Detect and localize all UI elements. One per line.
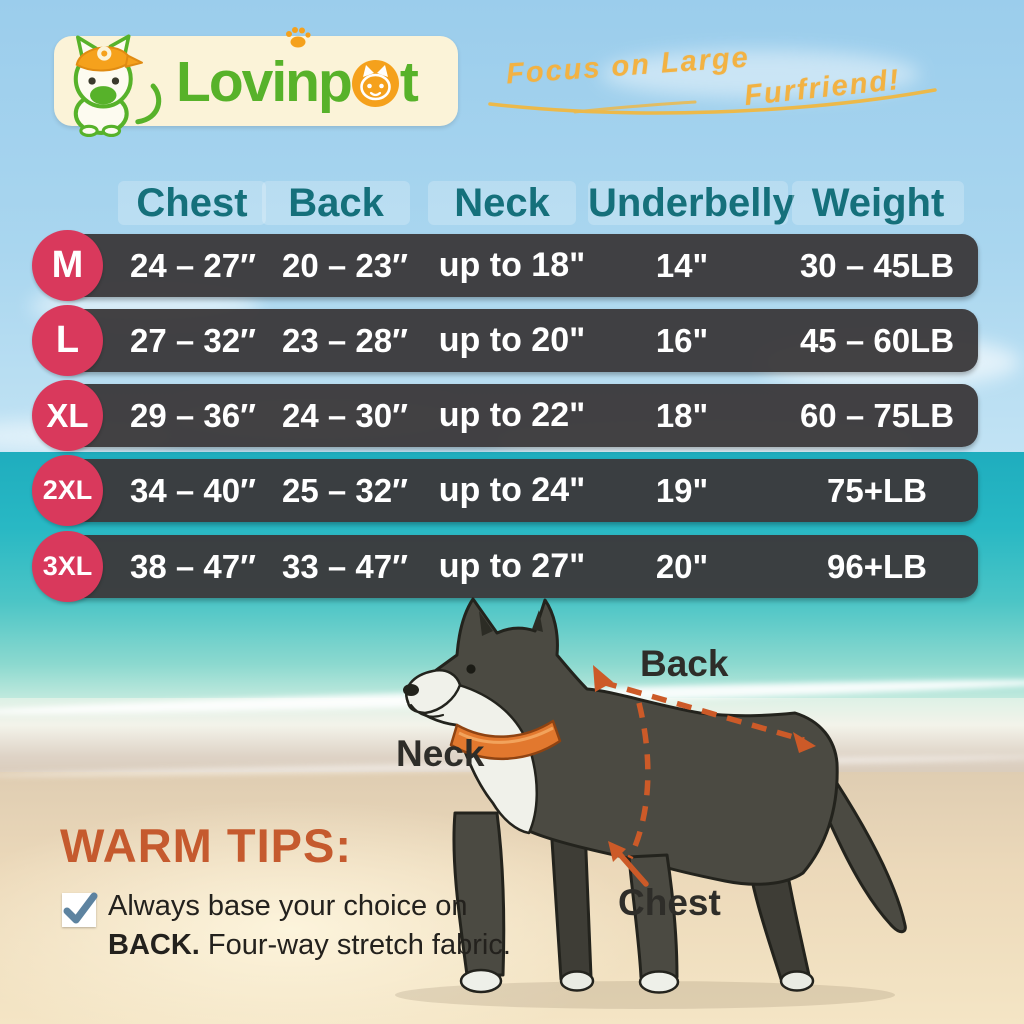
cell-underbelly: 20" [655,548,709,585]
cell-weight: 96+LB [827,548,927,585]
slogan-underline [488,88,937,115]
cell-weight: 75+LB [827,472,927,509]
cell-chest: 27 – 32″ [130,322,256,359]
cell-chest: 24 – 27″ [130,247,256,284]
size-badge: XL [32,380,103,451]
cell-underbelly: 14" [655,247,709,284]
table-row: M 24 – 27″ 20 – 23″ up to 18" 14" 30 – 4… [32,230,978,301]
cell-chest: 29 – 36″ [130,397,256,434]
cell-chest: 34 – 40″ [130,472,256,509]
warm-tips-heading: WARM TIPS: [60,819,352,872]
cell-neck: up to 22" [438,396,586,434]
column-header-neck: Neck [428,181,576,225]
warm-tips-line2: BACK. Four-way stretch fabric. [108,929,511,962]
cell-weight: 30 – 45LB [799,247,955,284]
size-badge: L [32,305,103,376]
column-header-underbelly: Underbelly [588,181,795,225]
size-badge: 2XL [32,455,103,526]
paw-print-icon [286,27,311,48]
cell-back: 23 – 28″ [282,322,408,359]
size-badge: M [32,230,103,301]
size-badge: 3XL [32,531,103,602]
cell-underbelly: 19" [655,472,709,509]
cell-back: 24 – 30″ [282,397,408,434]
cell-chest: 38 – 47″ [130,548,256,585]
warm-tips-line2-rest: Four-way stretch fabric. [199,929,511,961]
table-row: 3XL 38 – 47″ 33 – 47″ up to 27" 20" 96+L… [32,531,978,602]
cell-back: 25 – 32″ [282,472,408,509]
sand-highlight [0,800,640,1024]
cat-mascot-icon [73,34,162,137]
brand-logo-panel: Lovinp t [54,27,458,137]
cell-underbelly: 16" [655,322,709,359]
cell-neck: up to 27" [438,547,586,585]
table-row: L 27 – 32″ 23 – 28″ up to 20" 16" 45 – 6… [32,305,978,376]
checkbox-checkmark-icon [62,892,98,927]
cell-back: 20 – 23″ [282,247,408,284]
cell-weight: 60 – 75LB [799,397,955,434]
table-row: XL 29 – 36″ 24 – 30″ up to 22" 18" 60 – … [32,380,978,451]
cell-underbelly: 18" [655,397,709,434]
brand-name-prefix: Lovinp [176,50,353,114]
brand-logo-text: Lovinp t [176,36,419,126]
warm-tips-line2-bold: BACK. [108,929,200,961]
table-row: 2XL 34 – 40″ 25 – 32″ up to 24" 19" 75+L… [32,455,978,526]
neck-measure-label: Neck [396,733,485,774]
cloud-icon [600,50,920,98]
column-header-weight: Weight [792,181,964,225]
brand-name-suffix: t [399,50,419,114]
cell-neck: up to 20" [438,321,586,359]
cell-weight: 45 – 60LB [799,322,955,359]
cell-neck: up to 18" [438,246,586,284]
column-header-back: Back [262,181,410,225]
logo-e-cat-icon [351,60,399,107]
cell-back: 33 – 47″ [282,548,408,585]
back-measure-label: Back [640,643,729,684]
cell-neck: up to 24" [438,471,586,509]
chest-measure-label: Chest [618,882,721,923]
warm-tips-line1: Always base your choice on [108,890,468,922]
column-header-chest: Chest [118,181,266,225]
